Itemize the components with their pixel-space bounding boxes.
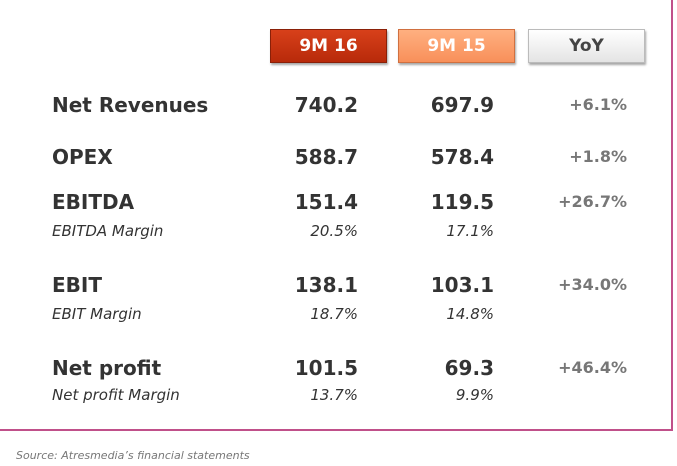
value-9m16: 588.7	[294, 145, 358, 169]
margin-label: EBIT Margin	[52, 305, 142, 323]
row-label: EBITDA	[52, 190, 135, 214]
margin-label: Net profit Margin	[52, 386, 180, 404]
margin-9m15: 9.9%	[455, 386, 494, 404]
row-label: EBIT	[52, 273, 102, 297]
margin-9m16: 20.5%	[310, 222, 358, 240]
value-9m16: 740.2	[294, 93, 358, 117]
margin-9m16: 13.7%	[310, 386, 358, 404]
value-9m15: 69.3	[444, 356, 494, 380]
value-yoy: +26.7%	[558, 192, 627, 211]
value-9m16: 151.4	[294, 190, 358, 214]
value-9m15: 697.9	[430, 93, 494, 117]
margin-9m15: 14.8%	[446, 305, 494, 323]
margin-9m15: 17.1%	[446, 222, 494, 240]
row-label: OPEX	[52, 145, 113, 169]
header-9m15: 9M 15	[398, 29, 515, 63]
value-9m16: 138.1	[294, 273, 358, 297]
value-9m15: 578.4	[430, 145, 494, 169]
value-yoy: +46.4%	[558, 358, 627, 377]
row-label: Net profit	[52, 356, 162, 380]
value-9m16: 101.5	[294, 356, 358, 380]
margin-label: EBITDA Margin	[52, 222, 164, 240]
row-label: Net Revenues	[52, 93, 209, 117]
source-note: Source: Atresmedia’s financial statement…	[16, 449, 250, 462]
value-yoy: +1.8%	[569, 147, 627, 166]
header-yoy: YoY	[528, 29, 645, 63]
table-frame	[0, 0, 673, 431]
value-yoy: +6.1%	[569, 95, 627, 114]
margin-9m16: 18.7%	[310, 305, 358, 323]
value-9m15: 119.5	[430, 190, 494, 214]
value-yoy: +34.0%	[558, 275, 627, 294]
header-9m16: 9M 16	[270, 29, 387, 63]
value-9m15: 103.1	[430, 273, 494, 297]
